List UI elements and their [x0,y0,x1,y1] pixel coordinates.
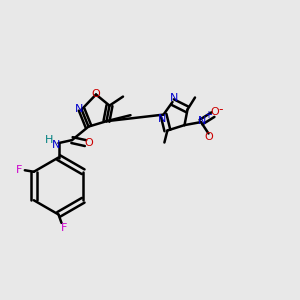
Text: O: O [204,132,213,142]
Text: O: O [92,89,100,100]
Text: O: O [210,107,219,117]
Text: N: N [158,113,166,124]
Text: +: + [204,110,212,121]
Text: H: H [45,135,54,145]
Text: N: N [74,104,83,115]
Text: -: - [218,103,223,116]
Text: N: N [198,116,207,126]
Text: F: F [16,165,22,175]
Text: N: N [52,140,60,150]
Text: O: O [84,138,93,148]
Text: F: F [61,223,67,233]
Text: N: N [170,93,178,103]
